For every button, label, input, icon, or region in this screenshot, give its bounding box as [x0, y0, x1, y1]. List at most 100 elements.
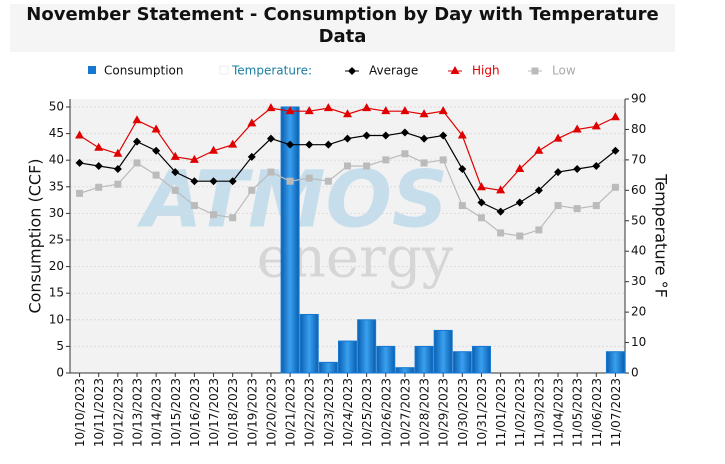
x-tick-label: 10/27/2023: [398, 378, 412, 447]
point: [286, 140, 295, 149]
plot-area: [70, 99, 625, 373]
point: [439, 156, 447, 164]
x-tick-label: 10/11/2023: [92, 378, 106, 447]
bar: [299, 313, 319, 374]
bar: [395, 367, 415, 374]
legend-label: Average: [369, 64, 418, 78]
y-tick-label: 5: [56, 339, 64, 353]
point: [611, 183, 619, 191]
bar: [605, 351, 625, 374]
point: [133, 159, 141, 167]
point: [189, 154, 199, 163]
x-tick-label: 11/05/2023: [571, 378, 585, 447]
y-tick-label: 25: [49, 232, 64, 246]
x-tick-label: 10/13/2023: [130, 378, 144, 447]
point: [285, 106, 295, 115]
point: [573, 165, 582, 174]
bar: [376, 345, 396, 374]
y2-tick-label: 90: [631, 92, 646, 106]
point: [592, 202, 600, 210]
x-tick-label: 10/16/2023: [188, 378, 202, 447]
x-tick-label: 10/10/2023: [73, 378, 87, 447]
point: [515, 198, 524, 207]
y2-tick-label: 10: [631, 335, 646, 349]
legend-marker: [531, 67, 539, 75]
y2-tick-label: 30: [631, 274, 646, 288]
legend-label: Consumption: [104, 64, 183, 78]
legend-group: Temperature:: [231, 64, 312, 78]
point: [94, 161, 103, 170]
y-tick-label: 0: [56, 366, 64, 380]
x-tick-label: 10/31/2023: [475, 378, 489, 447]
point: [611, 146, 620, 155]
y2-tick-label: 50: [631, 213, 646, 227]
point: [553, 133, 563, 142]
point: [438, 106, 448, 115]
point: [439, 131, 448, 140]
point: [476, 182, 486, 191]
y2-tick-label: 20: [631, 305, 646, 319]
point: [554, 168, 563, 177]
point: [591, 121, 601, 130]
point: [324, 177, 332, 185]
x-tick-label: 11/01/2023: [494, 378, 508, 447]
y-tick-label: 40: [49, 153, 64, 167]
x-tick-label: 10/29/2023: [437, 378, 451, 447]
point: [363, 162, 371, 170]
point: [170, 151, 180, 160]
point: [400, 128, 409, 137]
point: [132, 115, 142, 124]
point: [247, 152, 256, 161]
point: [132, 137, 141, 146]
y2-tick-label: 80: [631, 122, 646, 136]
legend-marker: [348, 67, 356, 75]
bar: [318, 361, 338, 374]
y2-tick-label: 70: [631, 152, 646, 166]
point: [343, 109, 352, 118]
x-tick-label: 10/24/2023: [341, 378, 355, 447]
x-tick-label: 11/02/2023: [513, 378, 527, 447]
point: [420, 134, 429, 143]
point: [420, 159, 428, 167]
point: [610, 112, 620, 121]
point: [535, 226, 543, 234]
point: [324, 140, 333, 149]
x-tick-label: 10/12/2023: [111, 378, 125, 447]
point: [419, 109, 429, 118]
point: [113, 148, 123, 157]
y-tick-label: 20: [49, 259, 64, 273]
point: [343, 134, 352, 143]
point: [95, 183, 103, 191]
y-tick-label: 45: [49, 126, 64, 140]
chart-title: November Statement - Consumption by Day …: [10, 4, 675, 52]
point: [477, 214, 485, 222]
x-tick-label: 10/18/2023: [226, 378, 240, 447]
y2-tick-label: 60: [631, 183, 646, 197]
point: [344, 162, 351, 170]
point: [516, 232, 524, 240]
point: [171, 168, 180, 177]
x-tick-label: 11/06/2023: [590, 378, 604, 447]
x-tick-label: 10/20/2023: [264, 378, 278, 447]
x-tick-label: 10/23/2023: [322, 378, 336, 447]
bar: [433, 329, 453, 374]
point: [267, 168, 275, 176]
bar: [338, 340, 357, 374]
point: [592, 161, 601, 170]
point: [362, 103, 372, 112]
point: [496, 207, 505, 216]
bar: [471, 345, 491, 374]
point: [401, 150, 409, 158]
x-tick-label: 10/26/2023: [379, 378, 393, 447]
point: [75, 130, 85, 139]
y-tick-label: 50: [49, 99, 64, 113]
x-tick-label: 10/30/2023: [456, 378, 470, 447]
point: [554, 202, 562, 210]
point: [477, 198, 486, 207]
point: [400, 106, 410, 115]
point: [210, 211, 218, 219]
point: [305, 174, 313, 182]
bar: [414, 345, 434, 374]
point: [266, 103, 276, 112]
point: [94, 142, 104, 151]
